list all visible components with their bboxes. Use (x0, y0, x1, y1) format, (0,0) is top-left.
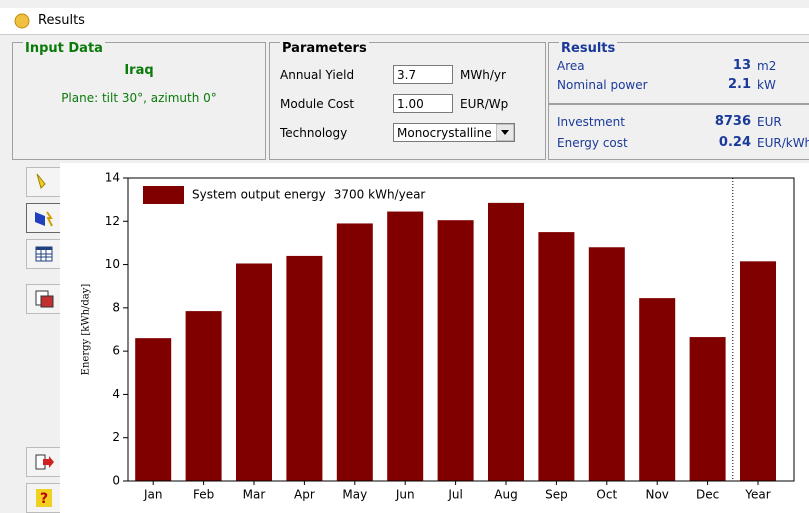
bar (740, 261, 776, 481)
location: Iraq (124, 63, 154, 78)
icon (35, 211, 53, 227)
bar (286, 255, 323, 481)
icon (35, 290, 54, 308)
unit: m2 (757, 59, 777, 73)
unit: EUR/kWh (757, 136, 809, 150)
label: Nominal power (557, 78, 648, 92)
x-tick-label: Year (744, 488, 770, 502)
y-axis-label: Energy [kWh/day] (81, 284, 92, 376)
legend-swatch (143, 186, 184, 204)
bar (588, 247, 625, 481)
bar (639, 298, 676, 481)
module-cost-input[interactable]: 1.00 (393, 94, 453, 113)
x-tick-label: May (342, 488, 367, 502)
value: 0.24 (718, 135, 751, 150)
label: Investment (557, 115, 625, 129)
tool-button[interactable] (26, 239, 62, 269)
x-tick-label: Jul (447, 488, 462, 502)
svg-text:?: ? (40, 491, 48, 507)
dropdown-arrow[interactable] (496, 124, 514, 141)
unit: EUR (757, 115, 782, 129)
bar (185, 311, 222, 481)
x-tick-label: Apr (294, 488, 315, 502)
tool-button[interactable] (26, 447, 62, 477)
bar (488, 202, 524, 481)
x-tick-label: Sep (545, 488, 568, 502)
title-bar: Results (0, 8, 809, 35)
bar (135, 338, 172, 481)
icon: ? (36, 489, 52, 507)
unit: EUR/Wp (460, 97, 509, 111)
results-panel: Results Area 13 m2 Nominal power 2.1 kW (548, 41, 809, 104)
help-button[interactable]: ? (26, 483, 62, 513)
y-tick-label: 14 (105, 171, 120, 185)
bar (538, 232, 575, 481)
label: Annual Yield (280, 68, 355, 82)
toolbar: ? (12, 163, 62, 513)
value: 13 (732, 58, 751, 73)
label: Energy cost (557, 136, 628, 150)
panel-heading: Results (559, 41, 618, 56)
label: Technology (280, 126, 348, 140)
tool-button[interactable] (26, 284, 62, 314)
x-tick-label: Mar (243, 488, 266, 502)
icon (35, 454, 54, 470)
legend-label: System output energy (192, 188, 326, 202)
y-tick-label: 2 (112, 430, 120, 444)
x-tick-label: Jun (395, 488, 415, 502)
value: 8736 (714, 114, 751, 129)
y-tick-label: 0 (112, 474, 120, 488)
chart: 0 2 4 6 8 10 12 14 Energy [kWh/day] Jan Feb Mar Apr M… (60, 163, 809, 513)
tool-button[interactable] (26, 203, 62, 233)
bar (387, 211, 424, 481)
x-tick-label: Aug (494, 488, 517, 502)
parameters-panel: Parameters Annual Yield 3.7 MWh/yr Modul… (269, 41, 546, 160)
y-tick-label: 12 (105, 214, 120, 228)
technology-select[interactable]: Monocrystalline (393, 123, 515, 142)
app-icon (14, 13, 30, 29)
cost-panel: Investment 8736 EUR Energy cost 0.24 EUR… (548, 104, 809, 160)
bar (689, 337, 726, 481)
tool-button[interactable] (26, 167, 62, 197)
icon (35, 246, 53, 262)
plane: Plane: tilt 30°, azimuth 0° (61, 91, 217, 105)
bar (437, 220, 474, 482)
window-title: Results (38, 13, 85, 28)
plot-frame (127, 177, 795, 482)
chart-background (60, 163, 809, 513)
y-tick-label: 6 (112, 344, 120, 358)
x-tick-label: Oct (596, 488, 617, 502)
icon (36, 173, 46, 189)
bar (236, 263, 272, 481)
y-tick-label: 4 (112, 387, 120, 401)
unit: MWh/yr (460, 68, 506, 82)
x-tick-label: Dec (696, 488, 719, 502)
input-data-panel: Input Data Iraq Plane: tilt 30°, azimuth… (12, 41, 266, 160)
label: Area (557, 59, 585, 73)
x-tick-label: Jan (143, 488, 163, 502)
value: 2.1 (727, 77, 751, 92)
legend-note: 3700 kWh/year (334, 188, 426, 202)
panel-heading: Input Data (23, 41, 105, 56)
annual-yield-input[interactable]: 3.7 (393, 65, 453, 84)
bar (336, 223, 373, 481)
x-tick-label: Nov (645, 488, 668, 502)
unit: kW (757, 78, 776, 92)
x-tick-label: Feb (193, 488, 214, 502)
y-tick-label: 8 (112, 300, 120, 314)
y-tick-label: 10 (105, 257, 120, 271)
label: Module Cost (280, 97, 355, 111)
panel-heading: Parameters (280, 41, 369, 56)
